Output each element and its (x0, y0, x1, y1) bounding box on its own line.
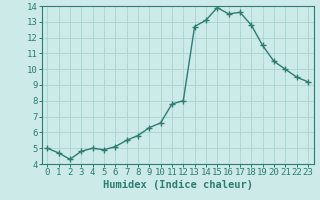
X-axis label: Humidex (Indice chaleur): Humidex (Indice chaleur) (103, 180, 252, 190)
